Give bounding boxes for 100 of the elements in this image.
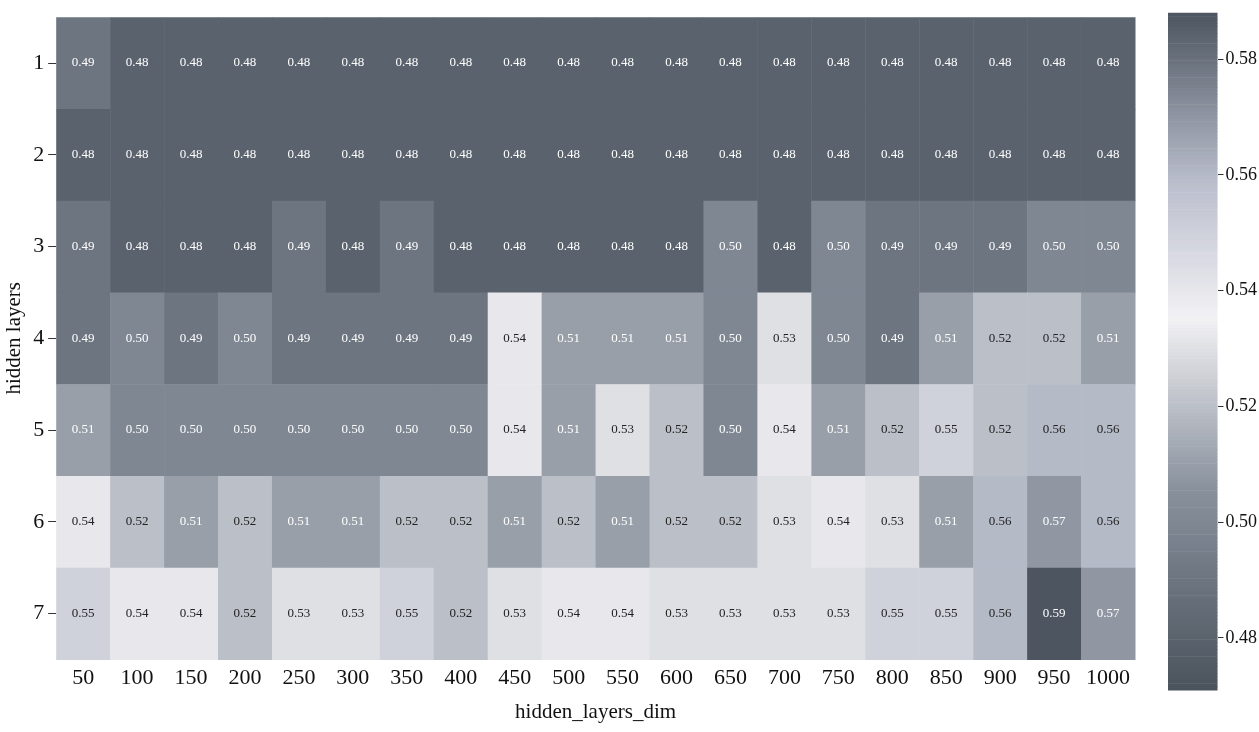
data-label: 0.48: [934, 146, 958, 162]
data-label: 0.48: [773, 54, 796, 70]
data-label: 0.48: [125, 237, 149, 253]
y-tick-label: 5: [33, 415, 45, 441]
data-label: 0.54: [179, 604, 203, 620]
y-tick-label: 2: [33, 140, 45, 166]
data-label: 0.48: [611, 237, 634, 253]
data-label: 0.48: [395, 146, 419, 162]
data-label: 0.56: [1096, 513, 1120, 529]
data-label: 0.50: [233, 421, 257, 437]
data-label: 0.48: [233, 54, 257, 70]
data-label: 0.48: [665, 237, 688, 253]
data-label: 0.53: [773, 329, 796, 345]
data-label: 0.50: [719, 237, 742, 253]
data-label: 0.56: [988, 604, 1013, 620]
data-label: 0.49: [71, 54, 95, 70]
data-label: 0.48: [503, 237, 527, 253]
data-label: 0.57: [1042, 513, 1066, 529]
data-label: 0.48: [880, 54, 904, 70]
data-label: 0.51: [179, 513, 203, 529]
y-tick-label: 4: [33, 324, 45, 350]
y-tick-label: 6: [33, 507, 45, 533]
data-label: 0.48: [179, 237, 203, 253]
data-label: 0.49: [449, 329, 473, 345]
color-bar-label: 0.52: [1225, 395, 1257, 416]
data-label: 0.56: [988, 513, 1013, 529]
x-tick-label: 100: [120, 664, 154, 690]
data-label: 0.48: [1042, 54, 1066, 70]
data-label: 0.48: [179, 146, 203, 162]
data-label: 0.55: [934, 421, 958, 437]
data-label: 0.56: [1042, 421, 1066, 437]
data-label: 0.52: [988, 329, 1012, 345]
data-label: 0.53: [287, 604, 311, 620]
x-tick-label: 900: [983, 664, 1017, 690]
data-label: 0.51: [557, 329, 581, 345]
x-tick-label: 400: [444, 664, 478, 690]
data-label: 0.48: [503, 146, 527, 162]
data-label: 0.48: [773, 146, 796, 162]
data-label: 0.54: [773, 421, 797, 437]
data-label: 0.53: [611, 421, 634, 437]
data-label: 0.53: [665, 604, 688, 620]
data-label: 0.55: [934, 604, 958, 620]
data-label: 0.48: [665, 146, 688, 162]
data-label: 0.49: [71, 329, 95, 345]
data-label: 0.49: [395, 237, 419, 253]
data-label: 0.50: [395, 421, 419, 437]
data-label: 0.54: [125, 604, 149, 620]
data-label: 0.52: [395, 513, 419, 529]
data-label: 0.48: [773, 237, 796, 253]
data-label: 0.52: [449, 604, 473, 620]
data-label: 0.50: [826, 329, 850, 345]
x-tick-label: 600: [660, 664, 694, 690]
data-label: 0.48: [826, 146, 850, 162]
data-label: 0.49: [934, 237, 958, 253]
data-label: 0.49: [395, 329, 419, 345]
data-label: 0.48: [934, 54, 958, 70]
color-bar-label: 0.54: [1225, 279, 1257, 300]
data-label: 0.51: [934, 513, 958, 529]
y-axis-title: hidden layers: [1, 282, 26, 395]
data-label: 0.52: [665, 421, 688, 437]
data-label: 0.53: [503, 604, 527, 620]
data-label: 0.48: [988, 54, 1012, 70]
x-tick-label: 700: [767, 664, 801, 690]
data-label: 0.48: [880, 146, 904, 162]
data-label: 0.51: [557, 421, 581, 437]
x-tick-label: 300: [336, 664, 370, 690]
data-label: 0.48: [341, 146, 365, 162]
data-label: 0.48: [611, 54, 634, 70]
data-label: 0.54: [71, 513, 96, 529]
data-label: 0.55: [880, 604, 904, 620]
color-bar-label: 0.56: [1225, 163, 1257, 184]
data-label: 0.50: [341, 421, 365, 437]
y-tick-label: 3: [33, 232, 45, 258]
x-tick-label: 750: [821, 664, 855, 690]
data-label: 0.52: [233, 604, 257, 620]
data-label: 0.48: [125, 54, 149, 70]
data-label: 0.49: [71, 237, 95, 253]
data-label: 0.48: [1096, 146, 1120, 162]
data-label: 0.49: [880, 237, 904, 253]
data-label: 0.50: [826, 237, 850, 253]
data-label: 0.50: [1096, 237, 1120, 253]
data-label: 0.50: [719, 421, 742, 437]
data-label: 0.48: [1096, 54, 1120, 70]
data-label: 0.52: [449, 513, 473, 529]
data-label: 0.51: [341, 513, 365, 529]
data-label: 0.48: [449, 237, 473, 253]
x-tick-label: 550: [606, 664, 640, 690]
data-label: 0.49: [287, 329, 311, 345]
data-label: 0.52: [1042, 329, 1066, 345]
x-tick-label: 650: [713, 664, 747, 690]
x-tick-label: 800: [875, 664, 909, 690]
data-label: 0.48: [449, 54, 473, 70]
data-label: 0.53: [826, 604, 850, 620]
data-label: 0.49: [880, 329, 904, 345]
data-label: 0.50: [125, 421, 149, 437]
data-label: 0.54: [503, 329, 527, 345]
data-label: 0.53: [880, 513, 904, 529]
data-label: 0.52: [719, 513, 742, 529]
x-tick-label: 150: [174, 664, 208, 690]
x-tick-label: 1000: [1086, 664, 1131, 690]
